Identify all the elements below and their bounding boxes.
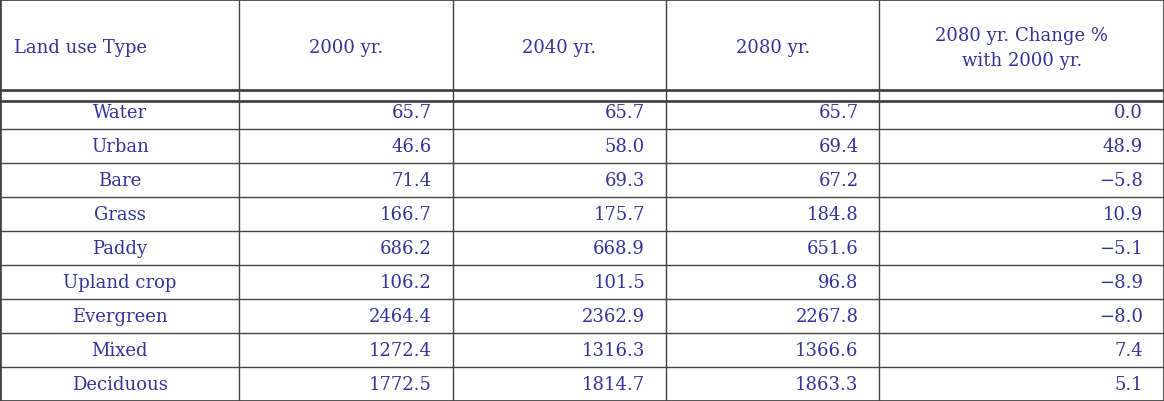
Text: 2000 yr.: 2000 yr. bbox=[308, 39, 383, 57]
Text: Paddy: Paddy bbox=[92, 240, 147, 257]
Text: 2080 yr. Change %
with 2000 yr.: 2080 yr. Change % with 2000 yr. bbox=[935, 27, 1108, 69]
Text: 67.2: 67.2 bbox=[818, 172, 859, 190]
Text: 48.9: 48.9 bbox=[1102, 138, 1143, 156]
Text: 0.0: 0.0 bbox=[1114, 104, 1143, 122]
Text: 7.4: 7.4 bbox=[1114, 341, 1143, 359]
Text: 1772.5: 1772.5 bbox=[369, 375, 432, 393]
Text: Urban: Urban bbox=[91, 138, 149, 156]
Text: Water: Water bbox=[93, 104, 147, 122]
Text: −8.0: −8.0 bbox=[1099, 308, 1143, 325]
Text: Land use Type: Land use Type bbox=[14, 39, 147, 57]
Text: 2040 yr.: 2040 yr. bbox=[523, 39, 596, 57]
Text: 2362.9: 2362.9 bbox=[582, 308, 645, 325]
Text: 668.9: 668.9 bbox=[594, 240, 645, 257]
Text: −5.8: −5.8 bbox=[1099, 172, 1143, 190]
Text: 10.9: 10.9 bbox=[1102, 206, 1143, 224]
Text: 46.6: 46.6 bbox=[391, 138, 432, 156]
Text: 65.7: 65.7 bbox=[605, 104, 645, 122]
Text: 5.1: 5.1 bbox=[1114, 375, 1143, 393]
Text: 2080 yr.: 2080 yr. bbox=[736, 39, 810, 57]
Text: 65.7: 65.7 bbox=[818, 104, 859, 122]
Text: 1272.4: 1272.4 bbox=[369, 341, 432, 359]
Text: 175.7: 175.7 bbox=[594, 206, 645, 224]
Text: 184.8: 184.8 bbox=[807, 206, 859, 224]
Text: 96.8: 96.8 bbox=[818, 273, 859, 292]
Text: 2464.4: 2464.4 bbox=[369, 308, 432, 325]
Text: 1366.6: 1366.6 bbox=[795, 341, 859, 359]
Text: 166.7: 166.7 bbox=[379, 206, 432, 224]
Text: Deciduous: Deciduous bbox=[72, 375, 168, 393]
Text: Grass: Grass bbox=[93, 206, 146, 224]
Text: 1814.7: 1814.7 bbox=[582, 375, 645, 393]
Text: 2267.8: 2267.8 bbox=[795, 308, 859, 325]
Text: 71.4: 71.4 bbox=[391, 172, 432, 190]
Text: 1316.3: 1316.3 bbox=[582, 341, 645, 359]
Text: Bare: Bare bbox=[98, 172, 141, 190]
Text: 58.0: 58.0 bbox=[605, 138, 645, 156]
Text: −8.9: −8.9 bbox=[1099, 273, 1143, 292]
Text: 69.3: 69.3 bbox=[605, 172, 645, 190]
Text: 686.2: 686.2 bbox=[379, 240, 432, 257]
Text: 651.6: 651.6 bbox=[807, 240, 859, 257]
Text: Mixed: Mixed bbox=[92, 341, 148, 359]
Text: −5.1: −5.1 bbox=[1099, 240, 1143, 257]
Text: 101.5: 101.5 bbox=[594, 273, 645, 292]
Text: Upland crop: Upland crop bbox=[63, 273, 176, 292]
Text: 106.2: 106.2 bbox=[379, 273, 432, 292]
Text: 65.7: 65.7 bbox=[391, 104, 432, 122]
Text: Evergreen: Evergreen bbox=[72, 308, 168, 325]
Text: 69.4: 69.4 bbox=[818, 138, 859, 156]
Text: 1863.3: 1863.3 bbox=[795, 375, 859, 393]
